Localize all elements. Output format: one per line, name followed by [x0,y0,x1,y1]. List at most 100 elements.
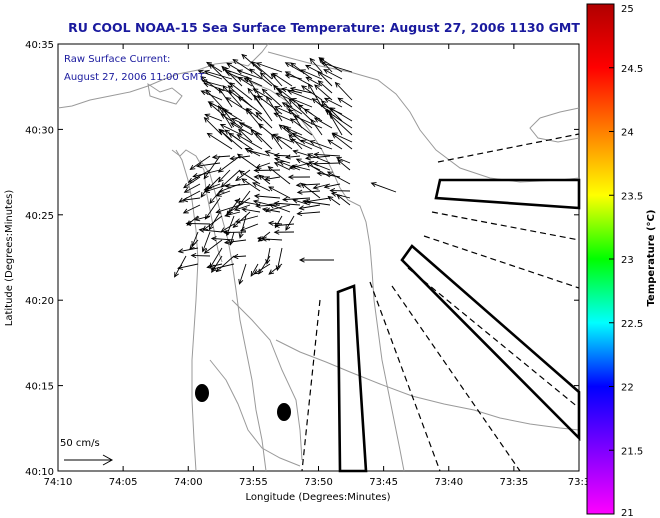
x-tick-label: 74:00 [174,477,203,488]
glider-boxes [336,178,581,473]
current-vector [177,263,199,270]
current-vector [288,98,313,122]
current-vector [299,69,323,80]
current-vector [232,253,247,260]
current-vector [277,87,303,108]
current-vector [300,139,323,150]
contour-offshore-loop [529,107,580,143]
current-vector [317,70,333,87]
current-vector [275,247,283,272]
colorbar-tick-label: 23.5 [621,191,643,202]
current-vector [194,215,211,222]
current-vector [289,86,313,94]
current-vector [298,204,321,211]
current-vector [296,189,321,195]
current-vector [326,108,343,136]
current-vector [206,132,233,150]
current-vector [203,116,223,136]
current-vector [275,136,293,150]
current-vector [254,132,273,150]
current-vector [189,155,211,170]
current-vector [264,176,281,182]
current-vector [268,203,291,213]
current-vector [236,69,263,80]
contour-south-lower [209,359,301,467]
current-vector [201,231,211,253]
current-vector [241,178,261,192]
colorbar-label: Temperature (°C) [646,210,657,307]
surface-current-vectors [174,53,397,285]
current-vector [273,162,291,171]
current-vector [268,186,291,199]
current-vector [240,223,259,232]
current-vector [271,72,293,87]
current-vector [222,84,243,108]
current-vector [215,255,235,273]
current-vector [287,89,313,101]
current-vector [265,247,271,265]
current-vector [218,128,243,150]
current-vector [302,199,331,206]
current-vector [222,109,243,122]
current-vector [267,220,283,226]
current-vector [183,183,201,193]
current-vector [207,101,233,115]
current-vector [215,190,231,197]
current-vector [203,69,233,80]
current-vector [192,169,221,179]
current-vector [273,229,295,235]
current-vector [234,198,261,206]
buoy-marker [195,384,209,402]
coastline-spit [175,149,199,472]
current-vector [284,62,303,73]
current-vector [337,159,351,171]
current-vector [273,112,293,122]
current-vector [197,69,223,80]
current-vector [203,239,223,254]
current-vector [273,222,295,228]
current-vector [208,211,221,231]
coastline-bay-loop [147,82,183,105]
current-vector [177,247,199,254]
current-vector [304,155,331,161]
current-vector [217,155,241,173]
current-vector [210,236,235,242]
scale-arrow [64,454,114,466]
current-vector [224,183,251,189]
y-axis-label: Latitude (Degrees:Minutes) [4,190,15,327]
current-vector [196,162,221,169]
current-vector [203,155,221,180]
current-vector [203,82,233,94]
current-vector [261,236,283,242]
current-vector [295,182,321,188]
current-vector [190,252,211,259]
current-vector [237,96,263,115]
current-vector [253,193,281,199]
current-vector [204,197,221,220]
y-tick-label: 40:30 [25,125,54,136]
current-vector [305,76,323,87]
current-vector [308,161,331,171]
current-vector [221,65,243,87]
current-vector [255,111,273,129]
colorbar-tick-label: 24 [621,128,634,139]
current-vector [292,149,311,157]
map-title: RU COOL NOAA-15 Sea Surface Temperature:… [68,20,580,35]
current-vector [323,183,341,189]
current-vector [200,183,211,198]
current-vector [298,257,334,263]
current-vector [238,122,263,136]
x-axis: 74:10 74:05 74:00 73:55 73:50 73:45 73:40 73:35… [44,44,590,488]
x-tick-label: 74:05 [109,477,138,488]
current-vector [320,61,353,73]
x-tick-label: 73:50 [304,477,333,488]
current-vector [258,174,271,185]
buoy-marker [277,403,291,421]
x-tick-label: 73:40 [434,477,463,488]
current-vector [308,83,323,108]
current-vector [252,182,271,192]
contour-30m [267,51,580,183]
current-vector [313,117,333,129]
current-vector [318,57,343,73]
